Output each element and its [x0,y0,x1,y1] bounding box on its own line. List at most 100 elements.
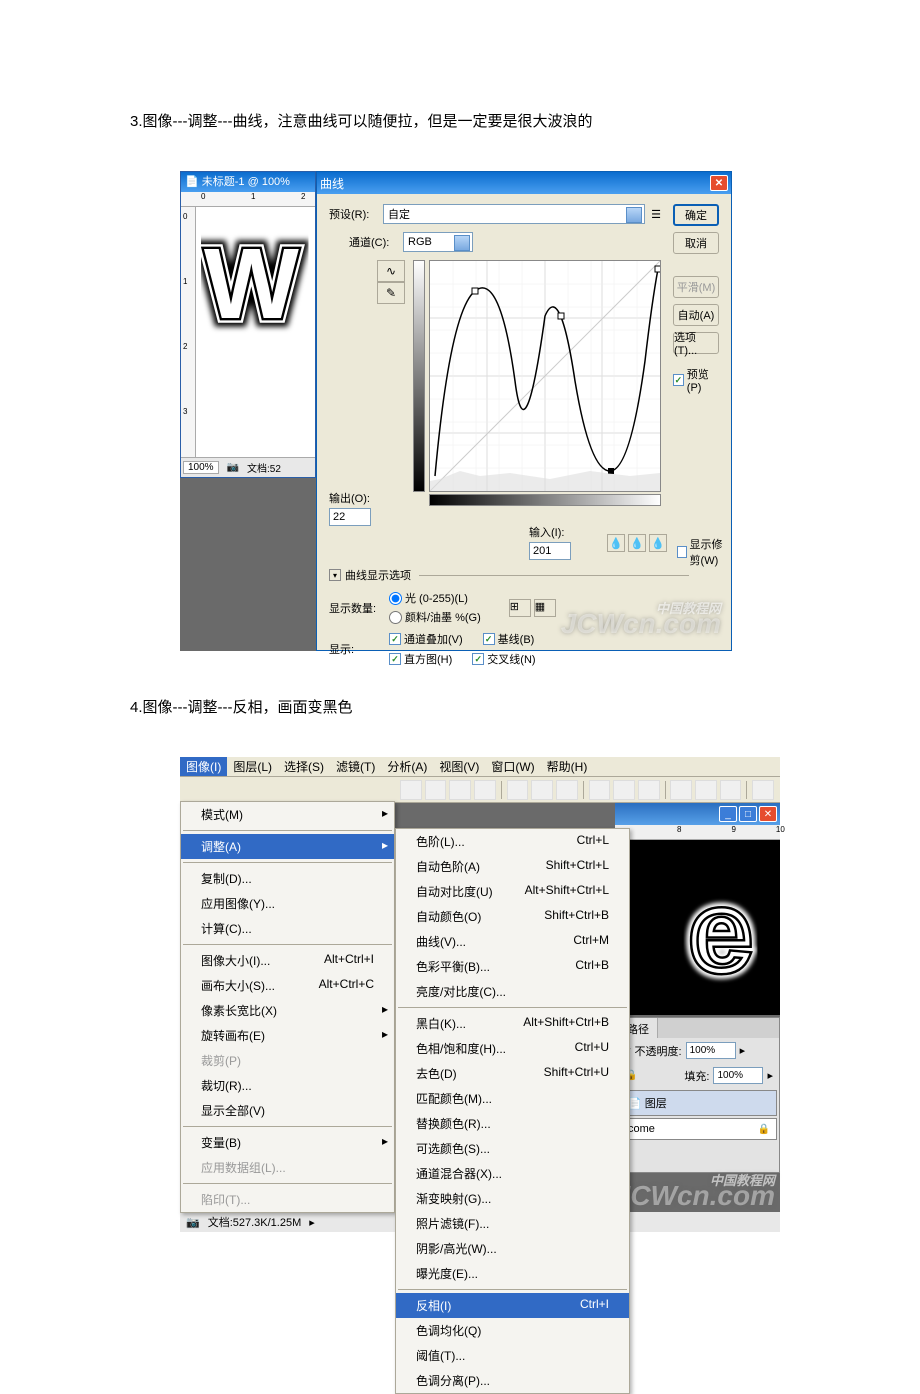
layer-item[interactable]: 📄 图层 [621,1090,777,1116]
menu-view[interactable]: 视图(V) [433,757,485,776]
tool-icon[interactable] [400,780,422,800]
menu-select[interactable]: 选择(S) [278,757,330,776]
output-input[interactable] [329,508,371,526]
menu-mode[interactable]: 模式(M)▸ [181,802,394,827]
histogram-checkbox[interactable]: ✓ [389,653,401,665]
tool-icon[interactable] [474,780,496,800]
menu-equalize[interactable]: 色调均化(Q) [396,1318,629,1343]
menu-replace-color[interactable]: 替换颜色(R)... [396,1111,629,1136]
preset-dropdown[interactable]: 自定 [383,204,645,224]
tool-icon[interactable] [425,780,447,800]
fill-label: 填充: [684,1068,709,1084]
menu-apply-image[interactable]: 应用图像(Y)... [181,891,394,916]
grid-simple-icon[interactable]: ⊞ [509,599,531,617]
menu-image[interactable]: 图像(I) [180,757,227,776]
close-icon[interactable]: ✕ [710,175,728,191]
menu-color-balance[interactable]: 色彩平衡(B)...Ctrl+B [396,954,629,979]
tool-icon[interactable] [720,780,742,800]
opacity-input[interactable] [686,1042,736,1059]
options-button[interactable]: 选项(T)... [673,332,719,354]
menu-invert[interactable]: 反相(I)Ctrl+I [396,1293,629,1318]
tool-icon[interactable] [507,780,529,800]
expand-icon[interactable]: ▾ [329,569,341,581]
white-eyedropper-icon[interactable]: 💧 [649,534,667,552]
black-eyedropper-icon[interactable]: 💧 [607,534,625,552]
menu-help[interactable]: 帮助(H) [541,757,594,776]
close-icon[interactable]: ✕ [759,806,777,822]
menu-filter[interactable]: 滤镜(T) [330,757,381,776]
minimize-icon[interactable]: _ [719,806,737,822]
menu-selective-color[interactable]: 可选颜色(S)... [396,1136,629,1161]
menu-adjustments[interactable]: 调整(A)▸ [181,834,394,859]
image-menu: 模式(M)▸ 调整(A)▸ 复制(D)... 应用图像(Y)... 计算(C).… [180,801,395,1213]
layer-item-come[interactable]: come 🔒 [621,1118,777,1140]
tool-icon[interactable] [449,780,471,800]
tool-icon[interactable] [752,780,774,800]
canvas[interactable]: W W W W [196,207,315,457]
menu-variables[interactable]: 变量(B)▸ [181,1130,394,1155]
tool-icon[interactable] [670,780,692,800]
show-clip-checkbox[interactable]: ✓ [677,546,687,558]
menu-photo-filter[interactable]: 照片滤镜(F)... [396,1211,629,1236]
channel-label: 通道(C): [349,234,397,250]
menu-curves[interactable]: 曲线(V)...Ctrl+M [396,929,629,954]
maximize-icon[interactable]: □ [739,806,757,822]
tool-icon[interactable] [531,780,553,800]
menu-window[interactable]: 窗口(W) [485,757,540,776]
menu-levels[interactable]: 色阶(L)...Ctrl+L [396,829,629,854]
curves-graph[interactable] [429,260,661,492]
tool-icon[interactable] [556,780,578,800]
pigment-radio[interactable] [389,611,402,624]
cancel-button[interactable]: 取消 [673,232,719,254]
menu-desaturate[interactable]: 去色(D)Shift+Ctrl+U [396,1061,629,1086]
dialog-titlebar: 曲线 ✕ [317,172,731,194]
grid-detailed-icon[interactable]: ▦ [534,599,556,617]
tool-icon[interactable] [695,780,717,800]
menu-match-color[interactable]: 匹配颜色(M)... [396,1086,629,1111]
channel-dropdown[interactable]: RGB [403,232,473,252]
menu-auto-levels[interactable]: 自动色阶(A)Shift+Ctrl+L [396,854,629,879]
menu-auto-color[interactable]: 自动颜色(O)Shift+Ctrl+B [396,904,629,929]
auto-button[interactable]: 自动(A) [673,304,719,326]
menu-hue-sat[interactable]: 色相/饱和度(H)...Ctrl+U [396,1036,629,1061]
menu-analysis[interactable]: 分析(A) [381,757,433,776]
menu-brightness[interactable]: 亮度/对比度(C)... [396,979,629,1004]
ok-button[interactable]: 确定 [673,204,719,226]
menu-posterize[interactable]: 色调分离(P)... [396,1368,629,1393]
curve-tool-icon[interactable]: ∿ [377,260,405,282]
input-input[interactable] [529,542,571,560]
fill-input[interactable] [713,1067,763,1084]
menu-pixel-ratio[interactable]: 像素长宽比(X)▸ [181,998,394,1023]
menu-exposure[interactable]: 曝光度(E)... [396,1261,629,1286]
adjustments-submenu: 色阶(L)...Ctrl+L 自动色阶(A)Shift+Ctrl+L 自动对比度… [395,828,630,1394]
pencil-tool-icon[interactable]: ✎ [377,282,405,304]
preview-checkbox[interactable]: ✓ [673,374,684,386]
menu-trap: 陷印(T)... [181,1187,394,1212]
menu-image-size[interactable]: 图像大小(I)...Alt+Ctrl+I [181,948,394,973]
gray-eyedropper-icon[interactable]: 💧 [628,534,646,552]
tool-icon[interactable] [613,780,635,800]
intersection-checkbox[interactable]: ✓ [472,653,484,665]
menu-gradient-map[interactable]: 渐变映射(G)... [396,1186,629,1211]
w-text-effect: W W W W [201,227,315,352]
canvas-black[interactable]: e e e [615,840,780,1015]
horizontal-ruler: 012 [181,192,315,207]
menu-calculations[interactable]: 计算(C)... [181,916,394,941]
menu-shadow-highlight[interactable]: 阴影/高光(W)... [396,1236,629,1261]
menu-threshold[interactable]: 阈值(T)... [396,1343,629,1368]
tool-icon[interactable] [638,780,660,800]
tool-icon[interactable] [589,780,611,800]
menu-canvas-size[interactable]: 画布大小(S)...Alt+Ctrl+C [181,973,394,998]
menu-layer[interactable]: 图层(L) [227,757,278,776]
light-radio[interactable] [389,592,402,605]
baseline-checkbox[interactable]: ✓ [483,633,495,645]
menu-reveal-all[interactable]: 显示全部(V) [181,1098,394,1123]
channel-overlay-checkbox[interactable]: ✓ [389,633,401,645]
menu-duplicate[interactable]: 复制(D)... [181,866,394,891]
menu-bw[interactable]: 黑白(K)...Alt+Shift+Ctrl+B [396,1011,629,1036]
menu-rotate-canvas[interactable]: 旋转画布(E)▸ [181,1023,394,1048]
menu-channel-mixer[interactable]: 通道混合器(X)... [396,1161,629,1186]
window-titlebar: _ □ ✕ [615,803,780,825]
menu-trim[interactable]: 裁切(R)... [181,1073,394,1098]
menu-auto-contrast[interactable]: 自动对比度(U)Alt+Shift+Ctrl+L [396,879,629,904]
